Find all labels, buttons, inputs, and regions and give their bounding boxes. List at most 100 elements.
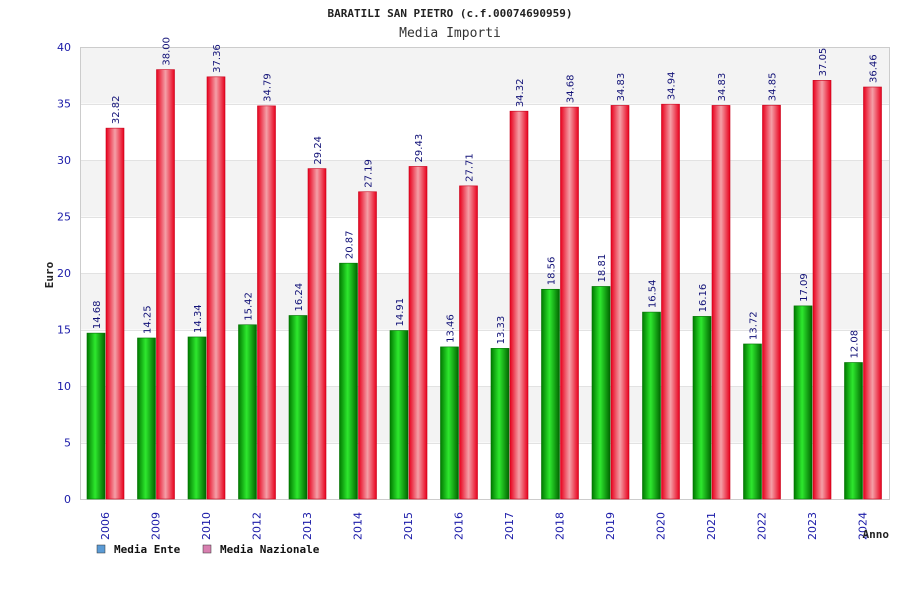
data-label: 27.19 bbox=[364, 159, 375, 188]
x-tick-label: 2017 bbox=[503, 512, 516, 540]
plot-frame bbox=[80, 47, 890, 500]
y-tick-label: 30 bbox=[57, 154, 71, 167]
data-label: 38.00 bbox=[162, 37, 173, 66]
data-label: 34.85 bbox=[768, 73, 779, 102]
x-tick-label: 2024 bbox=[857, 512, 870, 540]
y-tick-label: 35 bbox=[57, 98, 71, 111]
legend-label-media-ente: Media Ente bbox=[114, 543, 181, 556]
data-label: 16.54 bbox=[648, 279, 659, 308]
data-label: 34.83 bbox=[717, 73, 728, 102]
legend-label-media-nazionale: Media Nazionale bbox=[220, 543, 320, 556]
data-label: 14.34 bbox=[193, 304, 204, 333]
x-tick-label: 2019 bbox=[604, 512, 617, 540]
bar-media-ente bbox=[793, 305, 813, 500]
data-label: 15.42 bbox=[244, 292, 255, 321]
bar-media-ente bbox=[743, 343, 762, 500]
bar-media-nazionale bbox=[812, 80, 832, 500]
x-tick-label: 2009 bbox=[150, 512, 163, 540]
bar-media-nazionale bbox=[408, 166, 428, 500]
x-tick-label: 2020 bbox=[655, 512, 668, 540]
data-label: 29.24 bbox=[313, 136, 324, 165]
bars bbox=[86, 69, 882, 500]
bar-media-ente bbox=[86, 332, 106, 500]
data-label: 34.79 bbox=[263, 73, 274, 102]
bar-media-nazionale bbox=[156, 69, 175, 500]
data-label: 32.82 bbox=[111, 95, 122, 124]
x-axis-label: Anno bbox=[863, 528, 890, 541]
data-label: 37.36 bbox=[212, 44, 223, 73]
bar-media-ente bbox=[187, 336, 207, 500]
x-tick-label: 2006 bbox=[99, 512, 112, 540]
data-label: 14.68 bbox=[92, 300, 103, 329]
data-label: 13.72 bbox=[749, 311, 760, 340]
data-label: 14.91 bbox=[395, 298, 406, 327]
data-label: 34.32 bbox=[515, 79, 526, 108]
bar-media-nazionale bbox=[560, 106, 579, 500]
bar-media-ente bbox=[591, 286, 611, 500]
chart-title: BARATILI SAN PIETRO (c.f.00074690959) bbox=[327, 7, 572, 20]
x-tick-label: 2023 bbox=[806, 512, 819, 540]
data-label: 34.94 bbox=[667, 72, 678, 101]
data-label: 13.46 bbox=[446, 314, 457, 343]
x-tick-label: 2010 bbox=[200, 512, 213, 540]
bar-media-ente bbox=[339, 262, 358, 500]
data-label: 20.87 bbox=[345, 231, 356, 260]
bar-media-ente bbox=[440, 346, 459, 500]
x-tick-label: 2013 bbox=[301, 512, 314, 540]
y-tick-label: 0 bbox=[64, 493, 71, 506]
bar-media-nazionale bbox=[257, 105, 276, 500]
y-tick-label: 40 bbox=[57, 41, 71, 54]
bar-media-ente bbox=[692, 316, 712, 500]
bar-media-nazionale bbox=[105, 127, 125, 500]
chart-subtitle: Media Importi bbox=[399, 26, 501, 41]
data-label: 37.05 bbox=[818, 48, 829, 77]
x-tick-label: 2021 bbox=[705, 512, 718, 540]
x-tick-label: 2012 bbox=[251, 512, 264, 540]
data-label: 13.33 bbox=[496, 316, 507, 345]
bar-media-ente bbox=[137, 337, 156, 500]
bar-media-nazionale bbox=[509, 110, 529, 500]
data-label: 27.71 bbox=[465, 153, 476, 182]
y-tick-label: 25 bbox=[57, 211, 71, 224]
bar-media-nazionale bbox=[711, 105, 731, 500]
x-tick-label: 2014 bbox=[352, 512, 365, 540]
data-label: 18.81 bbox=[597, 254, 608, 283]
x-tick-label: 2018 bbox=[554, 512, 567, 540]
legend-swatch-media-nazionale bbox=[202, 544, 212, 554]
data-label: 34.68 bbox=[566, 74, 577, 103]
bar-media-nazionale bbox=[661, 103, 680, 500]
y-axis: 0 5 10 15 20 25 30 35 40 bbox=[57, 41, 71, 506]
bar-media-nazionale bbox=[206, 76, 226, 500]
y-tick-label: 10 bbox=[57, 380, 71, 393]
bar-media-ente bbox=[389, 330, 409, 500]
data-label: 36.46 bbox=[869, 54, 880, 83]
bar-media-nazionale bbox=[358, 191, 377, 500]
bar-media-ente bbox=[288, 315, 308, 500]
bar-media-ente bbox=[490, 348, 510, 500]
y-axis-label: Euro bbox=[43, 261, 56, 288]
x-tick-label: 2016 bbox=[453, 512, 466, 540]
y-tick-label: 15 bbox=[57, 324, 71, 337]
data-label: 34.83 bbox=[616, 73, 627, 102]
data-label: 17.09 bbox=[799, 273, 810, 302]
legend: Media Ente Media Nazionale bbox=[96, 543, 320, 556]
data-label: 29.43 bbox=[414, 134, 425, 163]
y-tick-label: 5 bbox=[64, 437, 71, 450]
data-label: 14.25 bbox=[143, 305, 154, 334]
x-tick-label: 2022 bbox=[756, 512, 769, 540]
legend-swatch-media-ente bbox=[96, 544, 106, 554]
bar-media-nazionale bbox=[610, 105, 630, 500]
bar-media-ente bbox=[642, 311, 661, 500]
bar-media-nazionale bbox=[863, 86, 882, 500]
data-label: 16.24 bbox=[294, 283, 305, 312]
x-axis: 2006 2009 2010 2012 2013 2014 2015 2016 2017 2018… bbox=[99, 512, 870, 540]
y-tick-label: 20 bbox=[57, 267, 71, 280]
bar-media-nazionale bbox=[307, 168, 327, 500]
data-label: 18.56 bbox=[547, 257, 558, 286]
bar-media-ente bbox=[844, 362, 863, 500]
data-label: 12.08 bbox=[850, 330, 861, 359]
data-labels: 14.68 32.82 14.25 38.00 14.34 37.36 15.42 34.79… bbox=[92, 37, 880, 359]
bar-media-ente bbox=[238, 324, 257, 500]
data-label: 16.16 bbox=[698, 284, 709, 313]
